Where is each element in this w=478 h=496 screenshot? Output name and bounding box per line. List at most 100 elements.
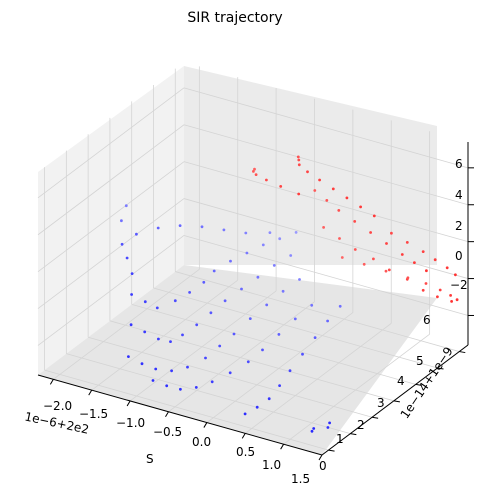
grid-line — [175, 271, 460, 352]
z-tick-label: 6 — [455, 157, 463, 171]
data-points — [120, 155, 459, 433]
x-tick-labels: −2.0 −1.5 −1.0 −0.5 0.0 0.5 1.0 1.5 — [43, 399, 310, 486]
data-point — [278, 384, 281, 387]
z-tick-labels: −2 0 2 4 6 — [450, 157, 468, 292]
chart-title: SIR trajectory — [187, 10, 282, 26]
data-point — [125, 256, 129, 260]
data-point — [455, 298, 459, 302]
y-tick-label: 6 — [423, 313, 431, 327]
x-tick-label: −1.0 — [116, 416, 145, 430]
data-point — [313, 189, 317, 192]
data-point — [126, 355, 130, 358]
data-point — [204, 356, 207, 360]
grid-line — [66, 353, 351, 435]
y-axis-line — [321, 344, 469, 456]
data-point — [246, 360, 250, 364]
y-tick-mark — [459, 351, 466, 354]
data-point — [445, 266, 449, 270]
data-point — [306, 170, 309, 174]
data-point — [124, 204, 128, 208]
data-point — [268, 231, 272, 235]
data-point — [265, 303, 269, 307]
data-point — [181, 333, 184, 337]
data-point — [390, 231, 393, 235]
x-tick-mark — [126, 400, 131, 407]
x-axis-label: S — [146, 452, 154, 466]
x-tick-mark — [88, 389, 93, 396]
data-point — [143, 300, 147, 304]
x-tick-label: −1.5 — [79, 407, 108, 421]
data-point — [297, 158, 301, 162]
grid-line — [153, 287, 438, 369]
x-tick-label: 1.5 — [291, 472, 310, 486]
data-point — [267, 397, 271, 401]
y-tick-labels: 0 1 2 3 4 5 6 — [319, 313, 431, 473]
data-point — [369, 231, 372, 234]
y-tick-mark — [328, 449, 335, 452]
data-point — [424, 282, 428, 285]
data-point — [297, 192, 301, 196]
grid-lines — [37, 66, 469, 456]
data-point — [331, 187, 335, 191]
data-point — [438, 288, 442, 292]
x-tick-label: −0.5 — [153, 425, 182, 439]
data-point — [261, 243, 265, 247]
grid-line — [109, 320, 395, 402]
z-tick-label: 4 — [455, 188, 463, 202]
data-point — [218, 344, 222, 348]
data-point — [454, 273, 457, 277]
data-point — [279, 185, 283, 188]
grid-line — [245, 323, 392, 434]
data-point — [400, 253, 404, 256]
data-point — [294, 231, 298, 234]
data-point — [288, 369, 292, 373]
grid-line — [91, 279, 238, 391]
data-point — [156, 226, 160, 230]
data-point — [353, 248, 357, 251]
data-point — [345, 196, 349, 200]
data-point — [265, 178, 268, 182]
y-offset-label: 1e−14+1e−9 — [398, 344, 456, 421]
data-point — [245, 251, 249, 255]
data-point — [278, 237, 282, 241]
data-point — [202, 280, 206, 284]
data-point — [406, 276, 410, 280]
data-point — [252, 170, 255, 173]
data-point — [255, 405, 259, 409]
data-point — [120, 219, 123, 223]
grid-line — [37, 124, 185, 236]
grid-line — [37, 161, 185, 272]
data-point — [326, 426, 330, 429]
data-point — [169, 340, 172, 343]
y-tick-mark — [437, 367, 444, 370]
data-point — [154, 367, 158, 371]
data-point — [310, 303, 314, 307]
data-point — [223, 299, 227, 303]
data-point — [229, 259, 232, 263]
data-point — [170, 369, 174, 373]
data-point — [293, 317, 297, 321]
x-tick-mark — [165, 411, 169, 418]
x-tick-mark — [280, 443, 285, 450]
data-point — [210, 380, 214, 384]
data-point — [312, 427, 316, 430]
axes — [37, 142, 474, 461]
grid-line — [53, 269, 200, 380]
data-point — [173, 299, 177, 303]
x-tick-mark — [203, 422, 208, 428]
grid-line — [37, 198, 185, 309]
data-point — [248, 317, 252, 320]
data-point — [313, 336, 317, 339]
y-tick-label: 3 — [377, 396, 385, 410]
data-point — [353, 220, 357, 223]
data-point — [337, 209, 341, 212]
grid-line — [168, 301, 315, 413]
data-point — [243, 412, 247, 416]
data-point — [387, 268, 391, 272]
data-point — [385, 242, 388, 245]
data-point — [212, 269, 216, 273]
x-tick-label: 1.0 — [262, 458, 281, 472]
grid-line — [37, 87, 185, 199]
x-tick-label: 0.0 — [192, 435, 211, 449]
data-point — [254, 173, 258, 177]
